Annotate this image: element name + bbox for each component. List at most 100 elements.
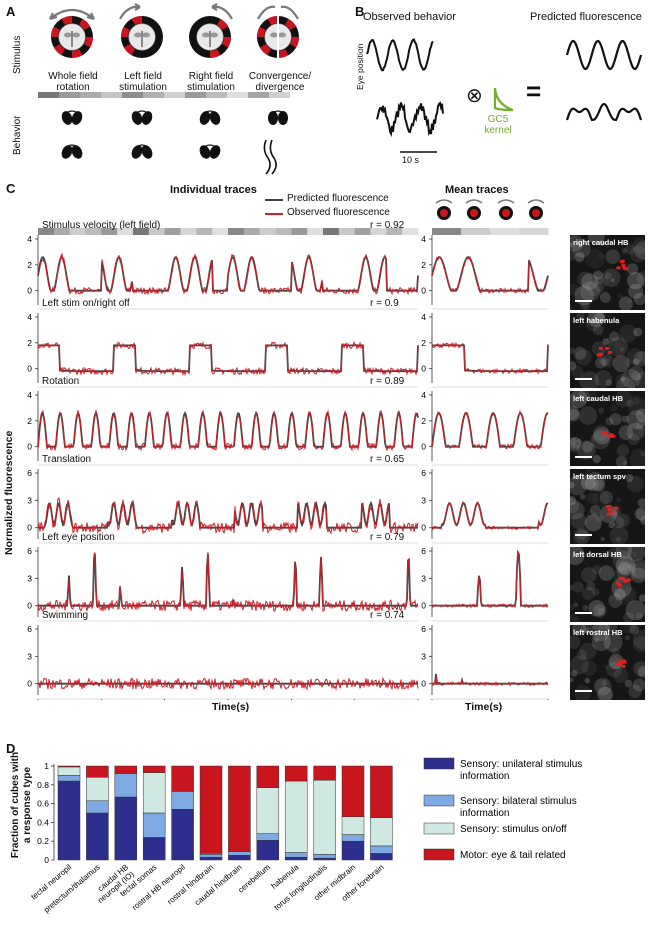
bar-segment (370, 765, 393, 818)
mean-observed-trace (431, 410, 549, 450)
bar-segment (256, 765, 280, 788)
c-xlabel-individual: Time(s) (212, 701, 250, 713)
stimulus-bar-segment (101, 228, 118, 235)
y-tick-label: 6 (27, 624, 32, 634)
panel-letter-b: B (355, 4, 365, 19)
y-tick-label: 6 (27, 546, 32, 556)
legend-item: Sensory: bilateral stimulus information (423, 794, 577, 819)
y-tick-label: 0 (27, 523, 32, 533)
individual-traces-title: Individual traces (170, 184, 257, 196)
roi-marker (606, 504, 619, 516)
bar-segment (57, 775, 81, 782)
rotation-arrow-icon (119, 3, 141, 20)
tail-icon (263, 139, 277, 175)
mini-drum-icon (435, 199, 453, 220)
bar-segment (228, 765, 251, 852)
mean-predicted-trace (432, 344, 549, 373)
y-tick-label: 3 (421, 651, 426, 661)
y-tick-label: 2 (27, 260, 32, 270)
correlation-value: r = 0.92 (370, 220, 405, 231)
region-label-3: left caudal HB (573, 394, 624, 403)
fish-eye-icon (131, 110, 153, 125)
mean-observed-trace (431, 500, 549, 531)
y-tick-label: 1 (44, 761, 49, 771)
y-tick-label: 4 (27, 312, 32, 322)
legend-item: Sensory: stimulus on/off (423, 822, 567, 835)
bar-segment (57, 766, 81, 776)
stimulus-block (80, 92, 101, 98)
y-tick-label: 0 (421, 601, 426, 611)
y-tick-label: 4 (27, 390, 32, 400)
bar-segment (199, 856, 223, 861)
panel-c-traces: 0022440022440022440033660033660033660100… (27, 199, 549, 700)
legend-swatch (423, 822, 455, 835)
stimulus-bar-segment (259, 228, 276, 235)
row-title: Rotation (42, 376, 80, 387)
bar-segment (228, 855, 251, 861)
fish-eye-icon (61, 144, 83, 159)
mini-drum-icon (497, 199, 515, 220)
correlation-value: r = 0.9 (370, 298, 399, 309)
mean-observed-trace (431, 341, 549, 376)
mean-stimulus-bar-segment (490, 228, 520, 235)
equals-symbol: = (526, 76, 542, 106)
legend-swatch (423, 794, 455, 807)
legend-label: Motor: eye & tail related (460, 850, 566, 861)
stimulus-drum (189, 3, 233, 58)
y-tick-label: 6 (27, 468, 32, 478)
mean-observed-trace (431, 551, 549, 609)
bar-segment (284, 856, 308, 861)
bar-segment (313, 779, 336, 855)
y-tick-label: 0.2 (37, 836, 49, 846)
y-tick-label: 3 (27, 495, 32, 505)
bar-segment (370, 853, 393, 861)
panel-letter-d: D (6, 741, 16, 756)
bar-segment (199, 854, 223, 858)
fish-eye-icon (268, 110, 288, 125)
panel-letter-c: C (6, 181, 16, 196)
legend-label-predicted: Predicted fluorescence (287, 193, 389, 204)
bar-segment (284, 765, 308, 782)
stimulus-block (101, 92, 122, 98)
bar-segment (171, 791, 194, 810)
legend-swatch (423, 757, 455, 770)
stimulus-drum (257, 5, 299, 59)
fish-eye-icon (199, 144, 221, 159)
bar-segment (171, 765, 194, 792)
rotation-arrow-icon (49, 8, 95, 21)
y-tick-label: 2 (27, 416, 32, 426)
category-label: rostral HB neuropil (130, 862, 187, 912)
bar-segment (256, 833, 280, 841)
bar-segment (86, 800, 109, 814)
row-axes: 0 0 2 2 4 4 (27, 312, 548, 388)
stimulus-bar-segment (180, 228, 197, 235)
legend-swatch-observed (265, 213, 283, 215)
stimulus-bar-segment (85, 228, 102, 235)
stimulus-bar-segment (370, 228, 387, 235)
micro-image-4: left tectum spv (570, 469, 645, 544)
mean-predicted-trace (432, 549, 548, 607)
mean-stimulus-bar-segment (432, 228, 462, 235)
stimulus-bar-segment (386, 228, 403, 235)
panel-letter-a: A (6, 4, 16, 19)
bar-segment (142, 765, 166, 773)
scale-bar-label: 10 s (402, 155, 420, 165)
stimulus-block (38, 92, 59, 98)
bar-segment (171, 808, 194, 861)
stimulus-bar-segment (323, 228, 340, 235)
roi-marker (615, 576, 631, 587)
predicted-fluorescence-title: Predicted fluorescence (530, 11, 642, 23)
y-tick-label: 0.6 (37, 799, 49, 809)
observed-trace (37, 408, 419, 452)
bar-segment (199, 765, 223, 854)
observed-trace (37, 252, 419, 296)
bar-segment (114, 773, 138, 798)
stimulus-block (269, 92, 290, 98)
stimulus-bar-segment (69, 228, 86, 235)
y-tick-label: 0 (27, 679, 32, 689)
y-tick-label: 4 (27, 234, 32, 244)
bar-segment (284, 852, 308, 858)
stimulus-bar-segment (133, 228, 150, 235)
stimulus-block (227, 92, 248, 98)
